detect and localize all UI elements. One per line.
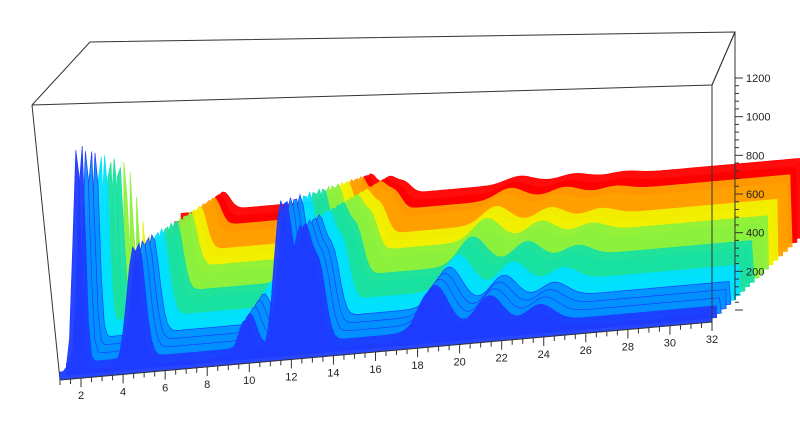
x-tick-label: 4: [120, 386, 126, 398]
box-left-edge: [31, 104, 61, 381]
z-tick-label: 600: [746, 189, 764, 201]
box-top-edge: [31, 31, 736, 106]
x-tick-label: 10: [243, 375, 255, 387]
x-tick-label: 24: [538, 349, 550, 361]
x-tick-label: 14: [327, 368, 339, 380]
z-axis: 200 400 600 800 1000 1200: [734, 68, 770, 311]
surface-ribbons: [59, 145, 800, 381]
x-tick-label: 30: [664, 338, 676, 350]
z-tick-label: 1200: [746, 73, 770, 85]
surface-ribbon: [59, 150, 713, 381]
x-tick-label: 20: [453, 356, 465, 368]
z-tick-label: 400: [746, 228, 764, 240]
surface-ribbon: [66, 145, 718, 376]
box-front-top-edge: [31, 84, 713, 106]
z-tick-label: 800: [746, 150, 764, 162]
x-tick-label: 22: [496, 353, 508, 365]
x-axis: 2 4 6 8 10 12 14 16 18 20 22 24 26 28 30 32: [59, 321, 718, 402]
x-tick-label: 6: [162, 383, 168, 395]
box-right-top-edge: [711, 31, 736, 86]
z-tick-label: 1000: [746, 112, 770, 124]
x-tick-label: 32: [706, 334, 718, 346]
z-tick-label: 200: [746, 266, 764, 278]
x-tick-label: 28: [622, 341, 634, 353]
x-tick-label: 2: [78, 390, 84, 402]
x-tick-label: 12: [285, 371, 297, 383]
x-tick-label: 8: [204, 379, 210, 391]
x-tick-label: 26: [580, 345, 592, 357]
x-tick-label: 18: [411, 360, 423, 372]
x-tick-label: 16: [369, 364, 381, 376]
